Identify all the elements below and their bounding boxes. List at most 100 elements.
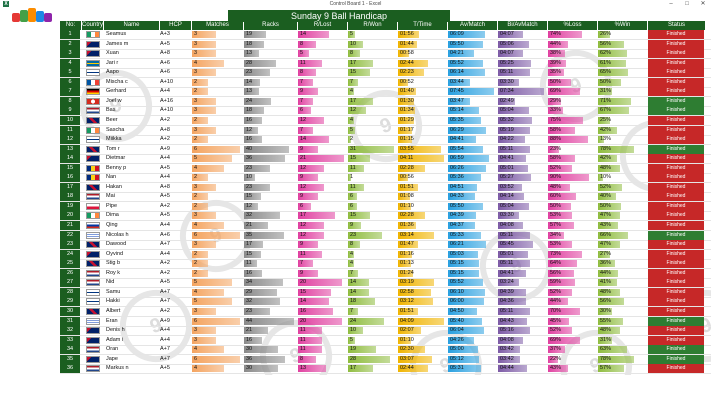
col-rwon-cell[interactable]: 5 — [348, 126, 396, 135]
col-rwon-cell[interactable]: 10 — [348, 40, 396, 49]
col-rlost-cell[interactable]: 9 — [298, 87, 346, 96]
col-racks-cell[interactable]: 15 — [244, 192, 296, 201]
table-row[interactable]: 10 Beer A+2 2 16 12 4 01:29 05:35 05:32 75% 25% Fini… — [60, 115, 711, 125]
col-biavmatch-cell[interactable]: 03:30 — [498, 78, 546, 87]
col-racks-cell[interactable]: 44 — [244, 317, 296, 326]
col-ttime-cell[interactable]: 01:51 — [398, 183, 446, 192]
minimize-button[interactable]: – — [669, 1, 673, 7]
handicap-cell[interactable]: A+7 — [160, 346, 170, 353]
table-row[interactable]: 23 Dawood A+7 3 17 9 8 01:47 06:21 05:45 53% 47% Fin… — [60, 240, 711, 250]
col-loss-cell[interactable]: 33% — [548, 106, 596, 115]
col-win-cell[interactable]: 47% — [598, 211, 646, 220]
col-win-cell[interactable]: 66% — [598, 231, 646, 240]
col-matches-cell[interactable]: 3 — [192, 68, 242, 77]
table-row[interactable]: 14 Dietmar A+4 5 36 21 15 04:11 06:59 04:41 58% 42%… — [60, 154, 711, 164]
col-racks-cell[interactable]: 10 — [244, 173, 296, 182]
col-avmatch-cell[interactable]: 05:50 — [448, 40, 496, 49]
col-ttime-cell[interactable]: 02:44 — [398, 59, 446, 68]
col-win-cell[interactable]: 13% — [598, 135, 646, 144]
col-rlost-cell[interactable]: 15 — [298, 288, 346, 297]
col-rlost-cell[interactable]: 11 — [298, 345, 346, 354]
table-row[interactable]: 29 Hakki A+7 5 32 14 18 03:12 06:00 04:36 44% 56% Fi… — [60, 297, 711, 307]
col-win-header[interactable]: %Win — [598, 21, 647, 30]
handicap-cell[interactable]: A+8 — [160, 183, 170, 190]
col-ttime-cell[interactable]: 02:58 — [398, 288, 446, 297]
col-rwon-header[interactable]: R/Won — [348, 21, 397, 30]
handicap-cell[interactable]: A+7 — [160, 241, 170, 248]
col-biavmatch-cell[interactable]: 03:42 — [498, 345, 546, 354]
player-name[interactable]: Dima — [106, 212, 119, 219]
row-number[interactable]: 26 — [60, 268, 80, 278]
status-badge[interactable]: Finished — [648, 58, 704, 68]
col-win-cell[interactable]: 48% — [598, 326, 646, 335]
col-biavmatch-cell[interactable]: 03:52 — [498, 183, 546, 192]
col-rlost-cell[interactable]: 13 — [298, 364, 346, 373]
col-loss-cell[interactable]: 73% — [548, 250, 596, 259]
player-name[interactable]: James m — [106, 40, 129, 47]
col-racks-cell[interactable]: 11 — [244, 259, 296, 268]
col-racks-cell[interactable]: 18 — [244, 40, 296, 49]
col-biavmatch-cell[interactable]: 04:44 — [498, 364, 546, 373]
status-badge[interactable]: Finished — [648, 87, 704, 97]
handicap-cell[interactable]: A+4 — [160, 174, 170, 181]
status-badge[interactable]: Finished — [648, 125, 704, 135]
col-biavmatch-cell[interactable]: 04:43 — [498, 317, 546, 326]
col-avmatch-cell[interactable]: 05:50 — [448, 202, 496, 211]
col-racks-cell[interactable]: 18 — [244, 106, 296, 115]
col-rlost-cell[interactable]: 7 — [298, 97, 346, 106]
col-biavmatch-cell[interactable]: 05:25 — [498, 59, 546, 68]
row-number[interactable]: 11 — [60, 125, 80, 135]
col-status-header[interactable]: Status — [648, 21, 705, 30]
row-number[interactable]: 6 — [60, 77, 80, 87]
handicap-cell[interactable]: A+2 — [160, 136, 170, 143]
col-ttime-cell[interactable]: 03:19 — [398, 278, 446, 287]
table-row[interactable]: 28 Samu A+7 4 29 15 14 02:58 06:10 04:39 52% 48% Fin… — [60, 287, 711, 297]
handicap-cell[interactable]: A+2 — [160, 260, 170, 267]
row-number[interactable]: 35 — [60, 354, 80, 364]
table-row[interactable]: 2 James m A+5 3 18 8 10 01:44 05:50 05:06 44% 56% Fi… — [60, 39, 711, 49]
col-matches-cell[interactable]: 2 — [192, 135, 242, 144]
status-badge[interactable]: Finished — [648, 326, 704, 336]
handicap-cell[interactable]: A+16 — [160, 97, 173, 104]
status-badge[interactable]: Finished — [648, 192, 704, 202]
col-ttime-cell[interactable]: 04:09 — [398, 317, 446, 326]
col-ttime-cell[interactable]: 02:28 — [398, 164, 446, 173]
col-rlost-cell[interactable]: 6 — [298, 106, 346, 115]
col-biavmatch-cell[interactable]: 03:24 — [498, 278, 546, 287]
col-rwon-cell[interactable]: 4 — [348, 259, 396, 268]
player-name[interactable]: Markus n — [106, 365, 129, 372]
col-ttime-cell[interactable]: 02:07 — [398, 326, 446, 335]
col-loss-cell[interactable]: 43% — [548, 364, 596, 373]
col-rwon-cell[interactable]: 8 — [348, 49, 396, 58]
table-row[interactable]: 13 Tom r A+9 6 40 9 31 03:55 05:54 05:11 23% 78% Fin… — [60, 144, 711, 154]
col-matches-cell[interactable]: 2 — [192, 202, 242, 211]
col-matches-cell[interactable]: 2 — [192, 259, 242, 268]
status-badge[interactable]: Finished — [648, 39, 704, 49]
col-avmatch-cell[interactable]: 03:47 — [448, 97, 496, 106]
player-name[interactable]: Roy k — [106, 269, 121, 276]
col-loss-cell[interactable]: 70% — [548, 307, 596, 316]
col-ttime-cell[interactable]: 02:44 — [398, 364, 446, 373]
col-racks-cell[interactable]: 30 — [244, 345, 296, 354]
col-win-cell[interactable]: 78% — [598, 355, 646, 364]
col-rlost-cell[interactable]: 9 — [298, 192, 346, 201]
col-win-cell[interactable]: 42% — [598, 126, 646, 135]
col-biavmatch-cell[interactable]: 05:04 — [498, 202, 546, 211]
status-badge[interactable]: Finished — [648, 154, 704, 164]
player-name[interactable]: Jape — [106, 355, 118, 362]
status-badge[interactable]: Finished — [648, 364, 704, 374]
status-badge[interactable]: Finished — [648, 306, 704, 316]
col-win-cell[interactable]: 40% — [598, 192, 646, 201]
col-loss-cell[interactable]: 69% — [548, 336, 596, 345]
col-rwon-cell[interactable]: 6 — [348, 192, 396, 201]
col-win-cell[interactable]: 26% — [598, 30, 646, 39]
col-ttime-cell[interactable]: 01:08 — [398, 192, 446, 201]
col-avmatch-cell[interactable]: 04:51 — [448, 183, 496, 192]
col-ttime-cell[interactable]: 01:10 — [398, 202, 446, 211]
col-ttime-cell[interactable]: 01:40 — [398, 87, 446, 96]
row-number[interactable]: 16 — [60, 173, 80, 183]
status-badge[interactable]: Finished — [648, 240, 704, 250]
col-rlost-cell[interactable]: 12 — [298, 183, 346, 192]
table-row[interactable]: 35 Jape A+7 6 36 8 28 03:07 05:12 03:42 22% 78% Fini… — [60, 354, 711, 364]
player-name[interactable]: Tom r — [106, 145, 120, 152]
